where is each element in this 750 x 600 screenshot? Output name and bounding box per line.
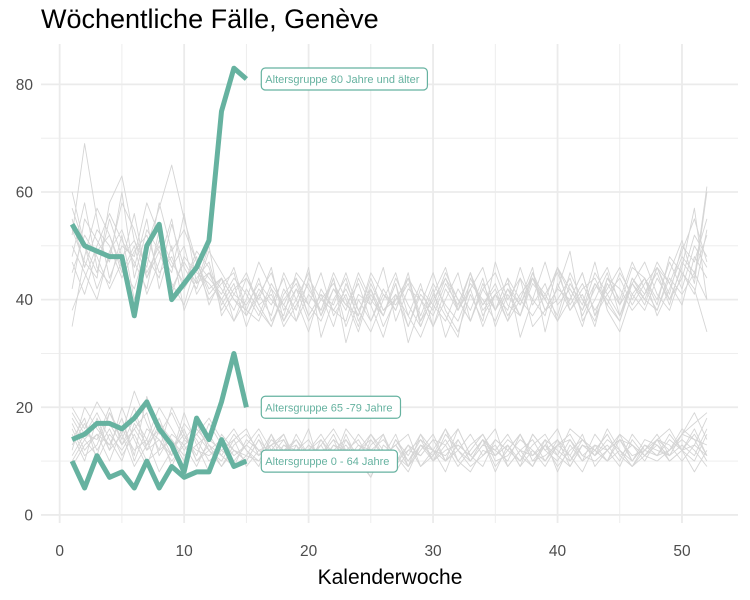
background-series-line	[71, 175, 708, 328]
background-series-line	[71, 202, 708, 328]
y-tick-label: 60	[16, 185, 34, 202]
x-tick-label: 50	[673, 543, 691, 560]
x-tick-label: 0	[55, 543, 64, 560]
background-series-line	[71, 213, 708, 338]
highlight-series-group	[69, 65, 249, 491]
series-callout: Altersgruppe 80 Jahre und älter	[260, 67, 429, 91]
background-series-line	[71, 164, 708, 328]
highlight-series-line	[69, 65, 249, 319]
highlight-series-line	[71, 351, 249, 475]
y-tick-label: 80	[16, 77, 34, 94]
series-callout-label: Altersgruppe 0 - 64 Jahre	[265, 456, 389, 468]
series-callout-box	[260, 395, 402, 419]
background-series-group	[71, 143, 708, 478]
callout-group: Altersgruppe 80 Jahre und älter Altersgru…	[260, 67, 429, 473]
series-callout: Altersgruppe 0 - 64 Jahre	[260, 449, 399, 473]
highlight-series-line	[69, 437, 248, 491]
series-callout-box	[260, 67, 429, 91]
y-tick-label: 0	[24, 507, 33, 524]
x-axis-title: Kalenderwoche	[318, 566, 463, 589]
x-tick-labels: 0 10 20 30 40 50	[55, 543, 691, 560]
chart-title: Wöchentliche Fälle, Genève	[41, 4, 379, 34]
y-tick-label: 40	[16, 292, 34, 309]
background-series-line	[71, 207, 708, 338]
y-tick-label: 20	[16, 400, 34, 417]
series-callout-label: Altersgruppe 65 -79 Jahre	[265, 402, 392, 414]
x-tick-label: 40	[549, 543, 567, 560]
x-tick-label: 10	[176, 543, 194, 560]
series-callout-box	[260, 449, 399, 473]
y-tick-labels: 0 20 40 60 80	[16, 77, 34, 525]
series-callout-label: Altersgruppe 80 Jahre und älter	[265, 74, 419, 86]
x-tick-label: 20	[300, 543, 318, 560]
x-tick-label: 30	[424, 543, 442, 560]
series-callout: Altersgruppe 65 -79 Jahre	[260, 395, 402, 419]
